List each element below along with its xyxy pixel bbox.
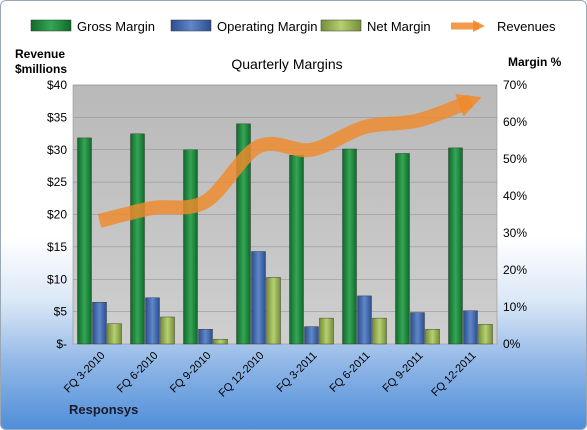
legend: Gross Margin Operating Margin Net Margin Re…	[30, 19, 556, 34]
legend-label: Net Margin	[367, 19, 431, 34]
left-axis-title-line2: $millions	[15, 62, 67, 76]
right-axis-ticks: 0% 10% 20% 30% 40% 50% 60% 70%	[503, 78, 527, 351]
bar-net-margin	[372, 317, 387, 345]
legend-label: Revenues	[497, 19, 556, 34]
bar-gross-margin	[77, 137, 92, 345]
left-tick-label: $5	[54, 305, 68, 319]
legend-label: Gross Margin	[77, 19, 155, 34]
left-tick-label: $25	[47, 175, 67, 189]
category-label: FQ 9-2010	[168, 350, 214, 396]
bar-net-margin	[425, 329, 440, 345]
bar-gross-margin	[236, 123, 251, 345]
category-label: FQ 6-2011	[328, 350, 373, 395]
right-tick-label: 50%	[503, 152, 527, 166]
chart-title: Quarterly Margins	[231, 56, 342, 72]
bar-operating-margin	[410, 312, 425, 345]
legend-label: Operating Margin	[217, 19, 317, 34]
left-axis-title-line1: Revenue	[15, 47, 65, 61]
bar-net-margin	[266, 277, 281, 345]
right-tick-label: 20%	[503, 263, 527, 277]
category-labels: FQ 3-2010 FQ 6-2010 FQ 9-2010 FQ 12-2010 FQ …	[62, 350, 479, 400]
left-axis-ticks: $- $5 $10 $15 $20 $25 $30 $35 $40	[47, 78, 67, 351]
category-label: FQ 6-2010	[115, 350, 161, 396]
company-label: Responsys	[69, 402, 139, 417]
revenue-series-line	[97, 94, 482, 228]
legend-swatch-gross-margin	[30, 19, 72, 32]
bar-operating-margin	[251, 251, 266, 345]
category-label: FQ 12-2010	[217, 350, 267, 400]
bar-operating-margin	[463, 310, 478, 345]
category-label: FQ 9-2011	[381, 350, 426, 395]
revenue-line	[97, 94, 482, 228]
bar-gross-margin	[395, 153, 410, 345]
bar-gross-margin	[183, 149, 198, 345]
bar-gross-margin	[448, 147, 463, 345]
bar-net-margin	[478, 324, 493, 345]
category-label: FQ 12-2011	[429, 350, 478, 399]
left-tick-label: $15	[47, 240, 67, 254]
bar-gross-margin	[342, 148, 357, 345]
bar-net-margin	[107, 323, 122, 345]
bar-operating-margin	[198, 329, 213, 345]
left-tick-label: $30	[47, 143, 67, 157]
left-tick-label: $40	[47, 78, 67, 92]
bar-operating-margin	[304, 326, 319, 345]
bar-operating-margin	[145, 297, 160, 345]
legend-swatch-operating-margin	[170, 19, 212, 32]
right-tick-label: 70%	[503, 78, 527, 92]
right-tick-label: 30%	[503, 226, 527, 240]
bar-operating-margin	[357, 295, 372, 345]
right-tick-label: 10%	[503, 300, 527, 314]
category-label: FQ 3-2010	[62, 350, 108, 396]
left-tick-label: $35	[47, 110, 67, 124]
left-tick-label: $-	[56, 337, 67, 351]
right-axis-title: Margin %	[508, 55, 562, 69]
right-tick-label: 40%	[503, 189, 527, 203]
left-tick-label: $20	[47, 208, 67, 222]
bar-operating-margin	[92, 301, 107, 345]
right-tick-label: 60%	[503, 115, 527, 129]
bar-gross-margin	[130, 133, 145, 345]
category-label: FQ 3-2011	[275, 350, 320, 395]
bar-net-margin	[213, 338, 228, 345]
right-tick-label: 0%	[503, 337, 521, 351]
bars	[77, 123, 493, 345]
bar-net-margin	[319, 317, 334, 345]
left-tick-label: $10	[47, 272, 67, 286]
legend-swatch-net-margin	[320, 19, 362, 32]
bar-net-margin	[160, 316, 175, 345]
bar-gross-margin	[289, 155, 304, 345]
